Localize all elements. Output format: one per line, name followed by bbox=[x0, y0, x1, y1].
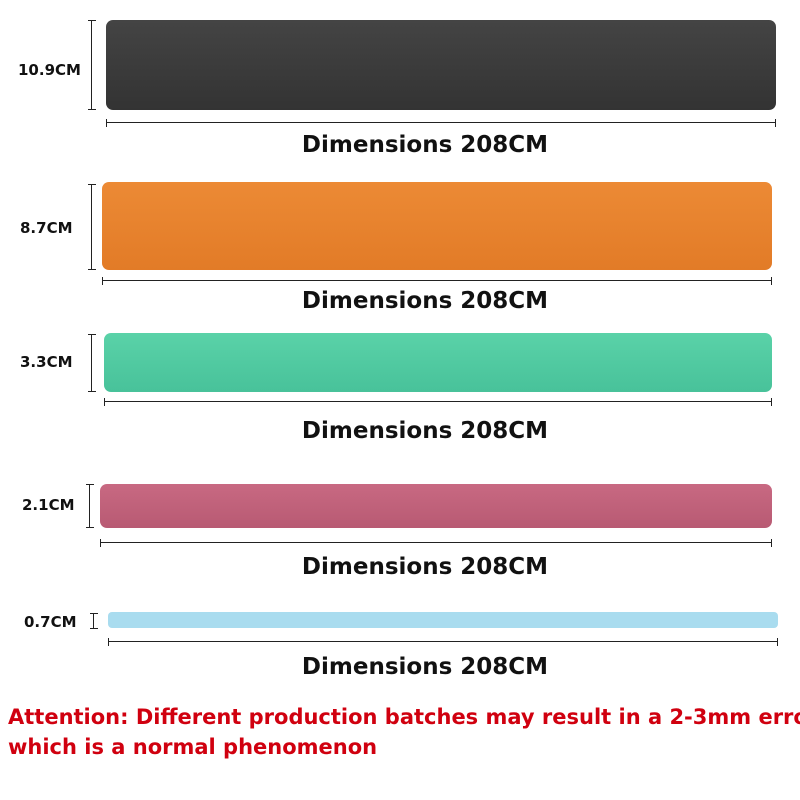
band-light-blue bbox=[108, 612, 778, 628]
thickness-label: 0.7CM bbox=[24, 613, 77, 631]
band-black bbox=[106, 20, 776, 110]
attention-note-line2: which is a normal phenomenon bbox=[8, 735, 378, 759]
band-pink bbox=[100, 484, 772, 528]
length-line bbox=[104, 398, 772, 406]
thickness-label: 3.3CM bbox=[20, 353, 73, 371]
height-bracket bbox=[90, 613, 98, 629]
thickness-label: 2.1CM bbox=[22, 496, 75, 514]
thickness-label: 8.7CM bbox=[20, 219, 73, 237]
length-label: Dimensions 208CM bbox=[301, 418, 549, 444]
length-line bbox=[102, 277, 772, 285]
band-green bbox=[104, 333, 772, 392]
thickness-label: 10.9CM bbox=[18, 61, 81, 79]
length-line bbox=[100, 539, 772, 547]
height-bracket bbox=[88, 334, 96, 392]
attention-note-line1: Attention: Different production batches … bbox=[8, 705, 800, 729]
length-label: Dimensions 208CM bbox=[301, 288, 549, 314]
length-label: Dimensions 208CM bbox=[301, 554, 549, 580]
length-label: Dimensions 208CM bbox=[301, 132, 549, 158]
band-orange bbox=[102, 182, 772, 270]
height-bracket bbox=[88, 184, 96, 270]
height-bracket bbox=[86, 484, 94, 528]
length-line bbox=[106, 119, 776, 127]
length-line bbox=[108, 638, 778, 646]
length-label: Dimensions 208CM bbox=[301, 654, 549, 680]
height-bracket bbox=[88, 20, 96, 110]
